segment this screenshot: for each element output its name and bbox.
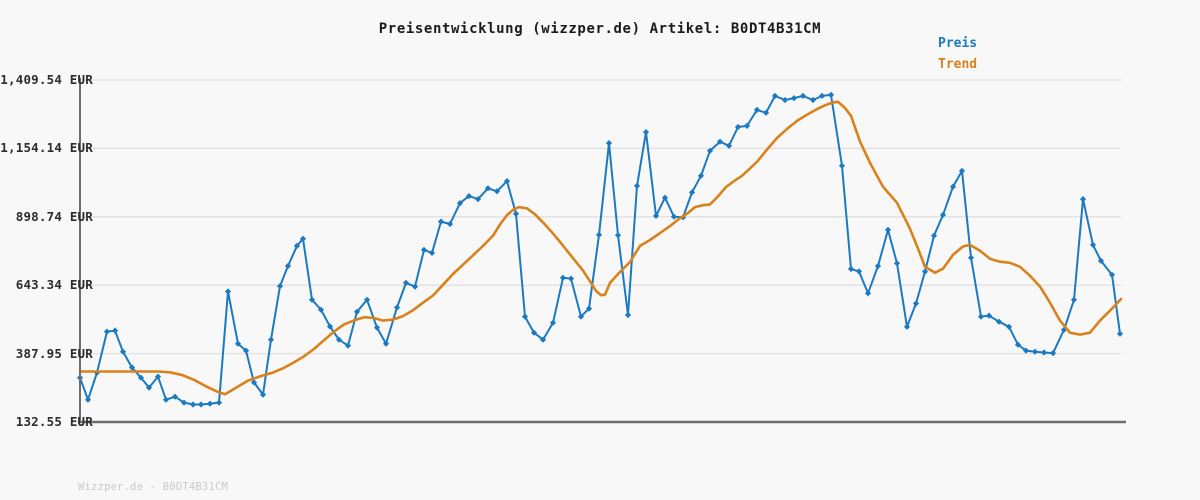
y-tick-label: 1,409.54 EUR [0, 72, 93, 87]
y-tick-label: 643.34 EUR [15, 277, 93, 293]
series-line-trend [78, 100, 1123, 396]
y-tick-label: 387.95 EUR [15, 345, 93, 361]
series-line-preis [79, 93, 1121, 406]
y-tick-label: 132.55 EUR [15, 414, 93, 429]
series-markers-preis [76, 91, 1124, 408]
y-tick-label: 1,154.14 EUR [0, 140, 93, 156]
y-tick-label: 898.74 EUR [15, 208, 93, 224]
chart-title: Preisentwicklung (wizzper.de) Artikel: B… [378, 21, 822, 37]
legend: Preis Trend [938, 33, 977, 75]
legend-item-trend: Trend [938, 57, 978, 72]
legend-item-preis: Preis [938, 36, 978, 51]
watermark: Wizzper.de - B0DT4B31CM [78, 481, 228, 493]
